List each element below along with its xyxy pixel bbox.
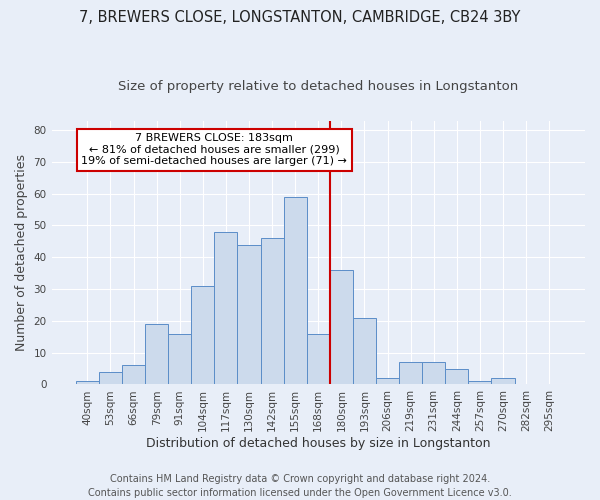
Bar [330, 270, 353, 384]
Text: Contains HM Land Registry data © Crown copyright and database right 2024.
Contai: Contains HM Land Registry data © Crown c… [88, 474, 512, 498]
Bar [145, 324, 168, 384]
Bar [422, 362, 445, 384]
Bar [76, 382, 99, 384]
Bar [214, 232, 238, 384]
Bar [445, 368, 469, 384]
Text: 7 BREWERS CLOSE: 183sqm
← 81% of detached houses are smaller (299)
19% of semi-d: 7 BREWERS CLOSE: 183sqm ← 81% of detache… [82, 134, 347, 166]
Bar [491, 378, 515, 384]
Bar [399, 362, 422, 384]
Bar [238, 244, 260, 384]
Bar [191, 286, 214, 384]
X-axis label: Distribution of detached houses by size in Longstanton: Distribution of detached houses by size … [146, 437, 491, 450]
Title: Size of property relative to detached houses in Longstanton: Size of property relative to detached ho… [118, 80, 518, 93]
Bar [122, 366, 145, 384]
Bar [469, 382, 491, 384]
Bar [284, 197, 307, 384]
Text: 7, BREWERS CLOSE, LONGSTANTON, CAMBRIDGE, CB24 3BY: 7, BREWERS CLOSE, LONGSTANTON, CAMBRIDGE… [79, 10, 521, 25]
Bar [260, 238, 284, 384]
Bar [168, 334, 191, 384]
Bar [307, 334, 330, 384]
Bar [376, 378, 399, 384]
Bar [353, 318, 376, 384]
Y-axis label: Number of detached properties: Number of detached properties [15, 154, 28, 351]
Bar [99, 372, 122, 384]
